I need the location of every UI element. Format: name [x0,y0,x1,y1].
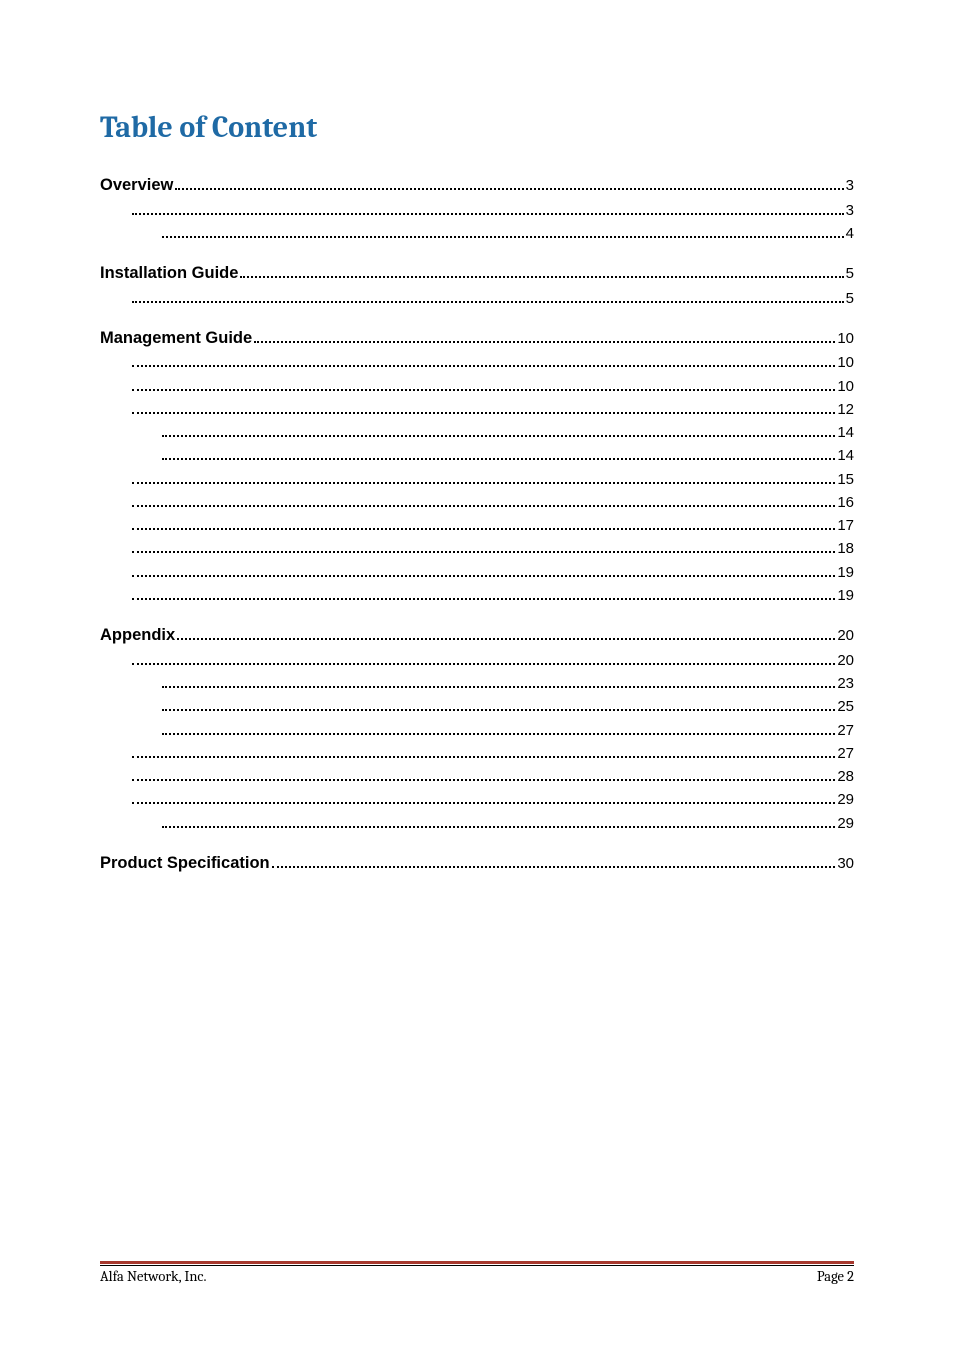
toc-item-row: 3 [130,199,854,222]
toc-page-number: 12 [837,398,854,421]
toc-page-number: 27 [837,742,854,765]
toc-item-row: 27 [160,719,854,742]
toc-heading-row: Appendix 20 [100,623,854,649]
toc-item-row: 16 [130,491,854,514]
toc-section: Overview334 [100,173,854,245]
toc-leader [162,723,835,735]
toc-item-row: 10 [130,375,854,398]
toc-item-row: 19 [130,584,854,607]
footer-rule-thick [100,1261,854,1264]
toc-leader [162,816,835,828]
toc-leader [132,746,835,758]
toc-leader [132,769,835,781]
toc-item-row: 25 [160,695,854,718]
toc-section: Appendix202023252727282929 [100,623,854,835]
toc-item-row: 14 [160,421,854,444]
toc-leader [132,653,835,665]
toc-heading-label: Product Specification [100,851,270,877]
toc-page-number: 4 [846,222,854,245]
toc-leader [132,495,835,507]
toc-leader [132,472,835,484]
toc-page-number: 30 [837,852,854,875]
toc-leader [240,266,843,278]
toc-item-row: 20 [130,649,854,672]
toc-heading-row: Management Guide 10 [100,326,854,352]
toc-item-row: 17 [130,514,854,537]
toc-page-number: 10 [837,327,854,350]
toc-page-number: 3 [846,174,854,197]
page-footer: Alfa Network, Inc. Page 2 [100,1261,854,1285]
toc-item-row: 28 [130,765,854,788]
toc-item-row: 12 [130,398,854,421]
toc-page-number: 5 [846,262,854,285]
toc-page-number: 19 [837,584,854,607]
toc-container: Overview334Installation Guide55Managemen… [100,173,854,876]
toc-heading-label: Management Guide [100,326,252,352]
toc-item-row: 29 [160,812,854,835]
toc-leader [272,856,836,868]
toc-page-number: 25 [837,695,854,718]
toc-item-row: 23 [160,672,854,695]
toc-leader [254,331,835,343]
toc-page-number: 14 [837,444,854,467]
toc-title: Table of Content [100,110,854,145]
toc-page-number: 3 [846,199,854,222]
toc-item-row: 27 [130,742,854,765]
footer-rule-thin [100,1265,854,1266]
toc-leader [162,676,835,688]
document-page: Table of Content Overview334Installation… [0,0,954,1351]
toc-item-row: 10 [130,351,854,374]
toc-item-row: 15 [130,468,854,491]
toc-page-number: 18 [837,537,854,560]
toc-page-number: 16 [837,491,854,514]
toc-leader [132,565,835,577]
toc-item-row: 19 [130,561,854,584]
toc-leader [132,518,835,530]
toc-page-number: 29 [837,812,854,835]
toc-leader [132,792,835,804]
toc-leader [162,448,835,460]
toc-leader [132,402,835,414]
toc-page-number: 17 [837,514,854,537]
toc-page-number: 27 [837,719,854,742]
toc-section: Installation Guide 55 [100,261,854,310]
toc-leader [175,178,843,190]
toc-leader [132,379,835,391]
toc-item-row: 29 [130,788,854,811]
toc-leader [162,226,844,238]
toc-page-number: 15 [837,468,854,491]
toc-section: Product Specification 30 [100,851,854,877]
toc-page-number: 10 [837,375,854,398]
toc-leader [132,291,844,303]
toc-heading-label: Overview [100,173,173,199]
toc-page-number: 10 [837,351,854,374]
footer-page-number: Page 2 [817,1268,854,1285]
toc-page-number: 5 [846,287,854,310]
toc-item-row: 18 [130,537,854,560]
toc-item-row: 14 [160,444,854,467]
toc-page-number: 28 [837,765,854,788]
toc-page-number: 14 [837,421,854,444]
toc-item-row: 5 [130,287,854,310]
toc-heading-row: Overview 3 [100,173,854,199]
toc-page-number: 20 [837,649,854,672]
toc-page-number: 29 [837,788,854,811]
toc-heading-row: Installation Guide 5 [100,261,854,287]
toc-leader [177,628,835,640]
toc-page-number: 20 [837,624,854,647]
toc-leader [162,699,835,711]
toc-heading-label: Installation Guide [100,261,238,287]
toc-page-number: 19 [837,561,854,584]
toc-section: Management Guide101010121414151617181919 [100,326,854,607]
toc-leader [132,355,835,367]
toc-leader [132,203,844,215]
toc-page-number: 23 [837,672,854,695]
toc-leader [162,425,835,437]
toc-leader [132,541,835,553]
toc-heading-label: Appendix [100,623,175,649]
footer-company: Alfa Network, Inc. [100,1268,207,1285]
toc-heading-row: Product Specification 30 [100,851,854,877]
toc-leader [132,588,835,600]
toc-item-row: 4 [160,222,854,245]
